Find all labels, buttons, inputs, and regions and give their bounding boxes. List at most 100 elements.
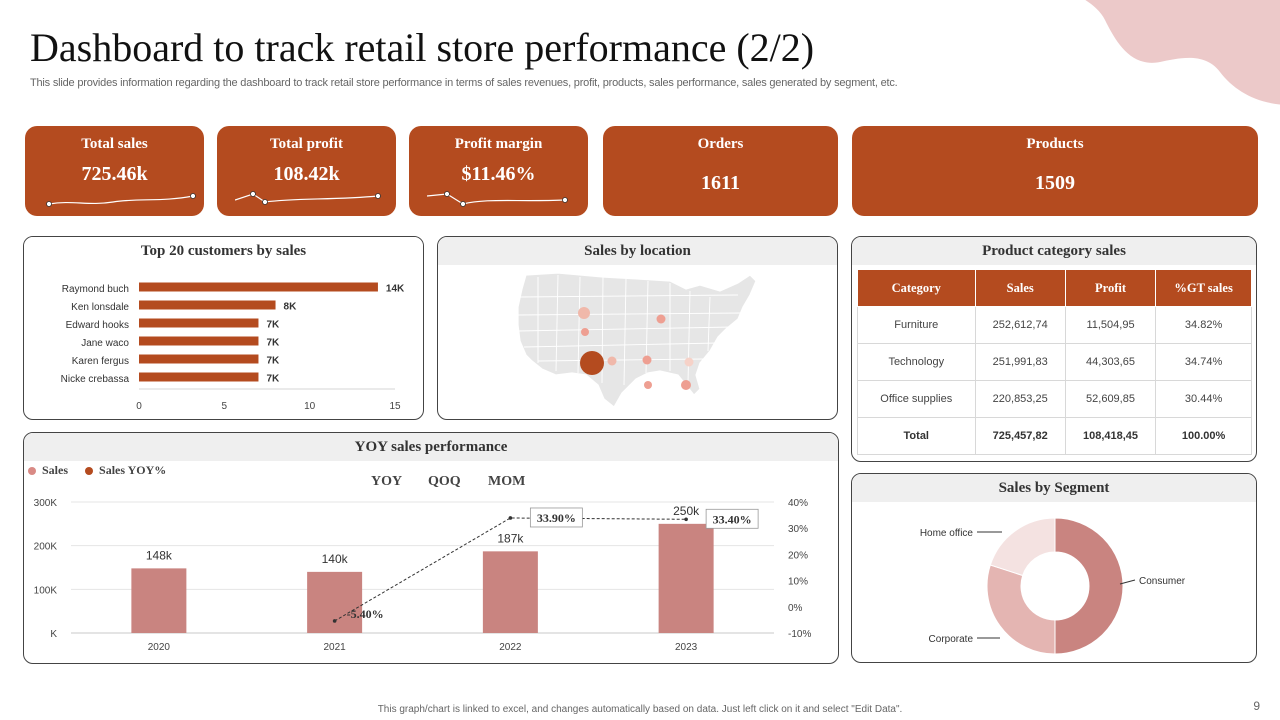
table-cell: 725,457,82	[974, 417, 1066, 455]
kpi-orders: Orders 1611	[603, 126, 838, 216]
yoy-sales-chart: K 100K 200K 300K -10% 0% 10% 20% 30% 40% 148k 2020 1…	[34, 498, 812, 653]
location-bubble	[607, 356, 617, 366]
yoy-label-box	[529, 507, 583, 528]
x-tick-label: 2022	[499, 642, 522, 653]
kpi-value: 1509	[1035, 172, 1075, 194]
table-total-row: Total 725,457,82 108,418,45 100.00%	[857, 417, 1252, 455]
panel-title: Sales by location	[438, 237, 837, 265]
y-tick-label: 200K	[34, 542, 58, 553]
table-cell: 11,504,95	[1064, 306, 1157, 344]
table-cell: 100.00%	[1155, 417, 1252, 455]
toggle-qoq[interactable]: QOQ	[428, 474, 461, 489]
yoy-point	[332, 619, 337, 623]
yoy-sales-panel: YOY sales performance Sales Sales YOY% Y…	[23, 432, 839, 664]
x-tick-label: 5	[222, 401, 228, 412]
bar	[139, 282, 378, 292]
category-label: Raymond buch	[62, 284, 129, 295]
y-tick-label: 100K	[34, 585, 58, 596]
yoy-data-label: 33.40%	[713, 512, 752, 526]
location-bubble	[684, 357, 694, 367]
y2-tick-label: -10%	[788, 629, 811, 640]
toggle-yoy[interactable]: YOY	[371, 474, 403, 489]
bar	[658, 523, 714, 633]
bar	[131, 568, 187, 633]
toggle-mom[interactable]: MOM	[488, 474, 526, 489]
table-row: Furniture 252,612,74 11,504,95 34.82%	[857, 306, 1252, 344]
data-label: 7K	[266, 356, 280, 367]
table-cell: 108,418,45	[1064, 417, 1157, 455]
table-cell: Office supplies	[857, 380, 976, 418]
location-bubble	[581, 328, 589, 336]
table-cell: 30.44%	[1155, 380, 1252, 418]
sales-by-segment-panel: Sales by Segment Consumer Corporate Home o…	[851, 473, 1257, 663]
data-label: 7K	[266, 320, 280, 331]
kpi-label: Profit margin	[454, 136, 543, 152]
chart-legend: Sales Sales YOY%	[28, 463, 166, 478]
segment-label: Consumer	[1139, 576, 1186, 587]
panel-title: Top 20 customers by sales	[24, 237, 423, 265]
yoy-data-label: 33.90%	[537, 511, 576, 525]
kpi-value: 725.46k	[81, 163, 148, 185]
donut-slice	[1054, 517, 1124, 655]
y-tick-label: K	[50, 629, 57, 640]
leader-line	[1119, 579, 1136, 585]
kpi-label: Total profit	[270, 136, 343, 152]
kpi-value: 1611	[701, 172, 740, 194]
y2-tick-label: 0%	[788, 603, 803, 614]
corner-decoration	[1085, 0, 1280, 105]
kpi-profit-margin: Profit margin $11.46%	[409, 126, 588, 216]
data-label: 250k	[673, 504, 700, 518]
legend-label: Sales YOY%	[99, 463, 167, 477]
us-map	[517, 272, 757, 408]
category-label: Karen fergus	[72, 356, 129, 367]
data-label: 140k	[322, 552, 349, 566]
table-cell: 34.74%	[1155, 343, 1252, 381]
y2-tick-label: 30%	[788, 524, 808, 535]
footer-note: This graph/chart is linked to excel, and…	[377, 704, 903, 715]
page-number: 9	[1253, 699, 1260, 713]
product-category-table: Category Sales Profit %GT sales Furnitur…	[857, 269, 1252, 455]
bar	[139, 318, 259, 328]
yoy-point	[684, 517, 688, 522]
table-cell: 252,612,74	[974, 306, 1066, 344]
table-cell: 220,853,25	[974, 380, 1066, 418]
donut-slice	[986, 564, 1056, 655]
page-subtitle: This slide provides information regardin…	[30, 77, 898, 89]
yoy-data-label: -5.40%	[347, 607, 384, 621]
kpi-total-profit: Total profit 108.42k	[217, 126, 396, 216]
column-header: Category	[857, 269, 976, 307]
product-category-panel: Product category sales Category Sales Pr…	[851, 236, 1257, 462]
sparkline	[235, 191, 381, 205]
data-label: 148k	[146, 548, 173, 562]
panel-title: Product category sales	[852, 237, 1256, 265]
column-header: %GT sales	[1155, 269, 1252, 307]
legend-label: Sales	[42, 463, 69, 477]
location-bubble	[644, 381, 652, 389]
us-mainland-shape	[517, 272, 757, 408]
sparkline	[46, 193, 196, 207]
x-tick-label: 10	[304, 401, 316, 412]
bar	[139, 300, 276, 310]
top-customers-chart: Raymond buch 14K Ken lonsdale 8K Edward hook…	[61, 282, 405, 412]
legend-swatch	[85, 467, 94, 476]
table-cell: 251,991,83	[974, 343, 1066, 381]
category-label: Nicke crebassa	[61, 374, 130, 385]
data-label: 14K	[386, 284, 405, 295]
table-cell: 44,303,65	[1064, 343, 1157, 381]
y2-tick-label: 10%	[788, 577, 808, 588]
yoy-point	[508, 516, 513, 520]
kpi-products: Products 1509	[852, 126, 1258, 216]
sparkline	[427, 191, 568, 207]
category-label: Jane waco	[81, 338, 129, 349]
location-bubble	[681, 380, 691, 390]
page-title: Dashboard to track retail store performa…	[30, 25, 815, 70]
location-bubble	[578, 307, 590, 319]
table-cell: Furniture	[857, 306, 976, 344]
bar	[482, 551, 538, 633]
x-tick-label: 15	[389, 401, 401, 412]
column-header: Sales	[974, 269, 1066, 307]
x-tick-label: 2020	[148, 642, 171, 653]
x-tick-label: 0	[136, 401, 142, 412]
data-label: 187k	[497, 531, 524, 545]
legend-item-yoy: Sales YOY%	[85, 463, 166, 477]
